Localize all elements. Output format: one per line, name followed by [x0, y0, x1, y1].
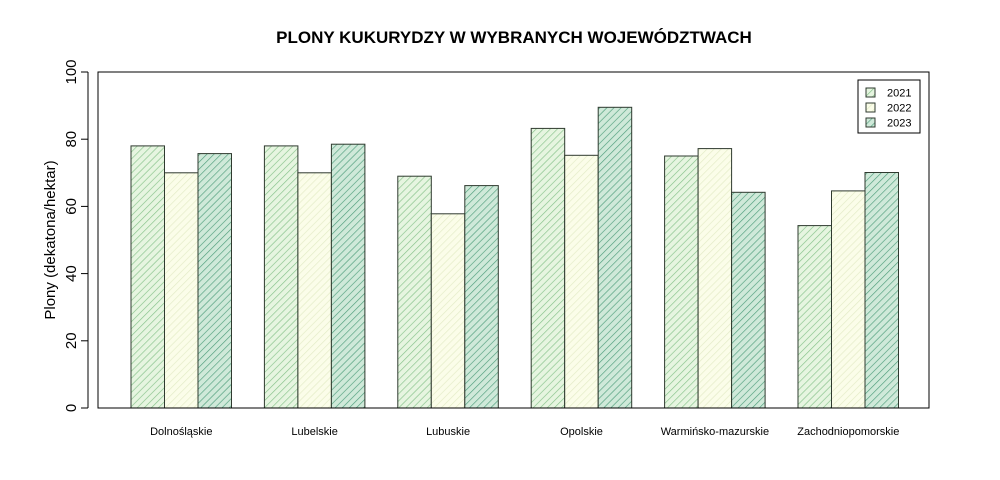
legend-swatch-2022 — [865, 102, 876, 113]
legend-swatch-2021 — [865, 87, 876, 98]
bar-2021-2 — [397, 175, 432, 409]
bar-2021-5 — [797, 225, 832, 409]
bar-2023-0 — [197, 153, 232, 409]
x-tick-label: Warmińsko-mazurskie — [661, 426, 769, 438]
x-axis-labels: Dolnośląskie Lubelskie Lubuskie Opolskie War… — [150, 426, 899, 438]
y-tick-label: 100 — [63, 59, 80, 84]
x-tick-label: Lubuskie — [426, 426, 470, 438]
bar-2022-4 — [697, 148, 733, 409]
bar-2022-2 — [430, 213, 466, 409]
bar-2021-1 — [263, 145, 299, 409]
bar-2021-4 — [664, 155, 699, 409]
bar-2023-3 — [597, 106, 633, 409]
legend-label-2021: 2021 — [887, 88, 911, 100]
x-tick-label: Opolskie — [560, 426, 603, 438]
bar-2021-0 — [130, 145, 165, 409]
legend-label-2022: 2022 — [887, 103, 911, 115]
y-tick-label: 40 — [63, 265, 80, 282]
legend-swatch-2023 — [865, 117, 876, 128]
y-tick-label: 60 — [63, 198, 80, 215]
bar-2022-5 — [831, 190, 866, 409]
bar-2023-2 — [464, 185, 499, 409]
x-tick-label: Dolnośląskie — [150, 426, 212, 438]
y-tick-label: 80 — [63, 131, 80, 148]
bar-2023-4 — [731, 191, 766, 409]
bar-2022-0 — [164, 172, 199, 409]
bar-2023-1 — [330, 143, 366, 409]
y-tick-label: 20 — [63, 332, 80, 349]
bar-2023-5 — [864, 172, 899, 409]
legend-label-2023: 2023 — [887, 118, 911, 130]
bars-group — [130, 106, 899, 409]
bar-2022-3 — [564, 154, 599, 409]
plot-frame — [97, 71, 930, 409]
x-tick-label: Lubelskie — [291, 426, 337, 438]
bar-2022-1 — [297, 172, 332, 409]
legend: 2021 2022 2023 — [857, 79, 921, 134]
chart-title: PLONY KUKURYDZY W WYBRANYCH WOJEWÓDZTWAC… — [276, 28, 752, 47]
bar-2021-3 — [530, 127, 566, 409]
x-tick-label: Zachodniopomorskie — [797, 426, 899, 438]
y-tick-label: 0 — [63, 404, 80, 412]
y-axis: 0 20 40 60 80 100 — [63, 59, 89, 412]
y-axis-label: Plony (dekatona/hektar) — [42, 160, 59, 319]
